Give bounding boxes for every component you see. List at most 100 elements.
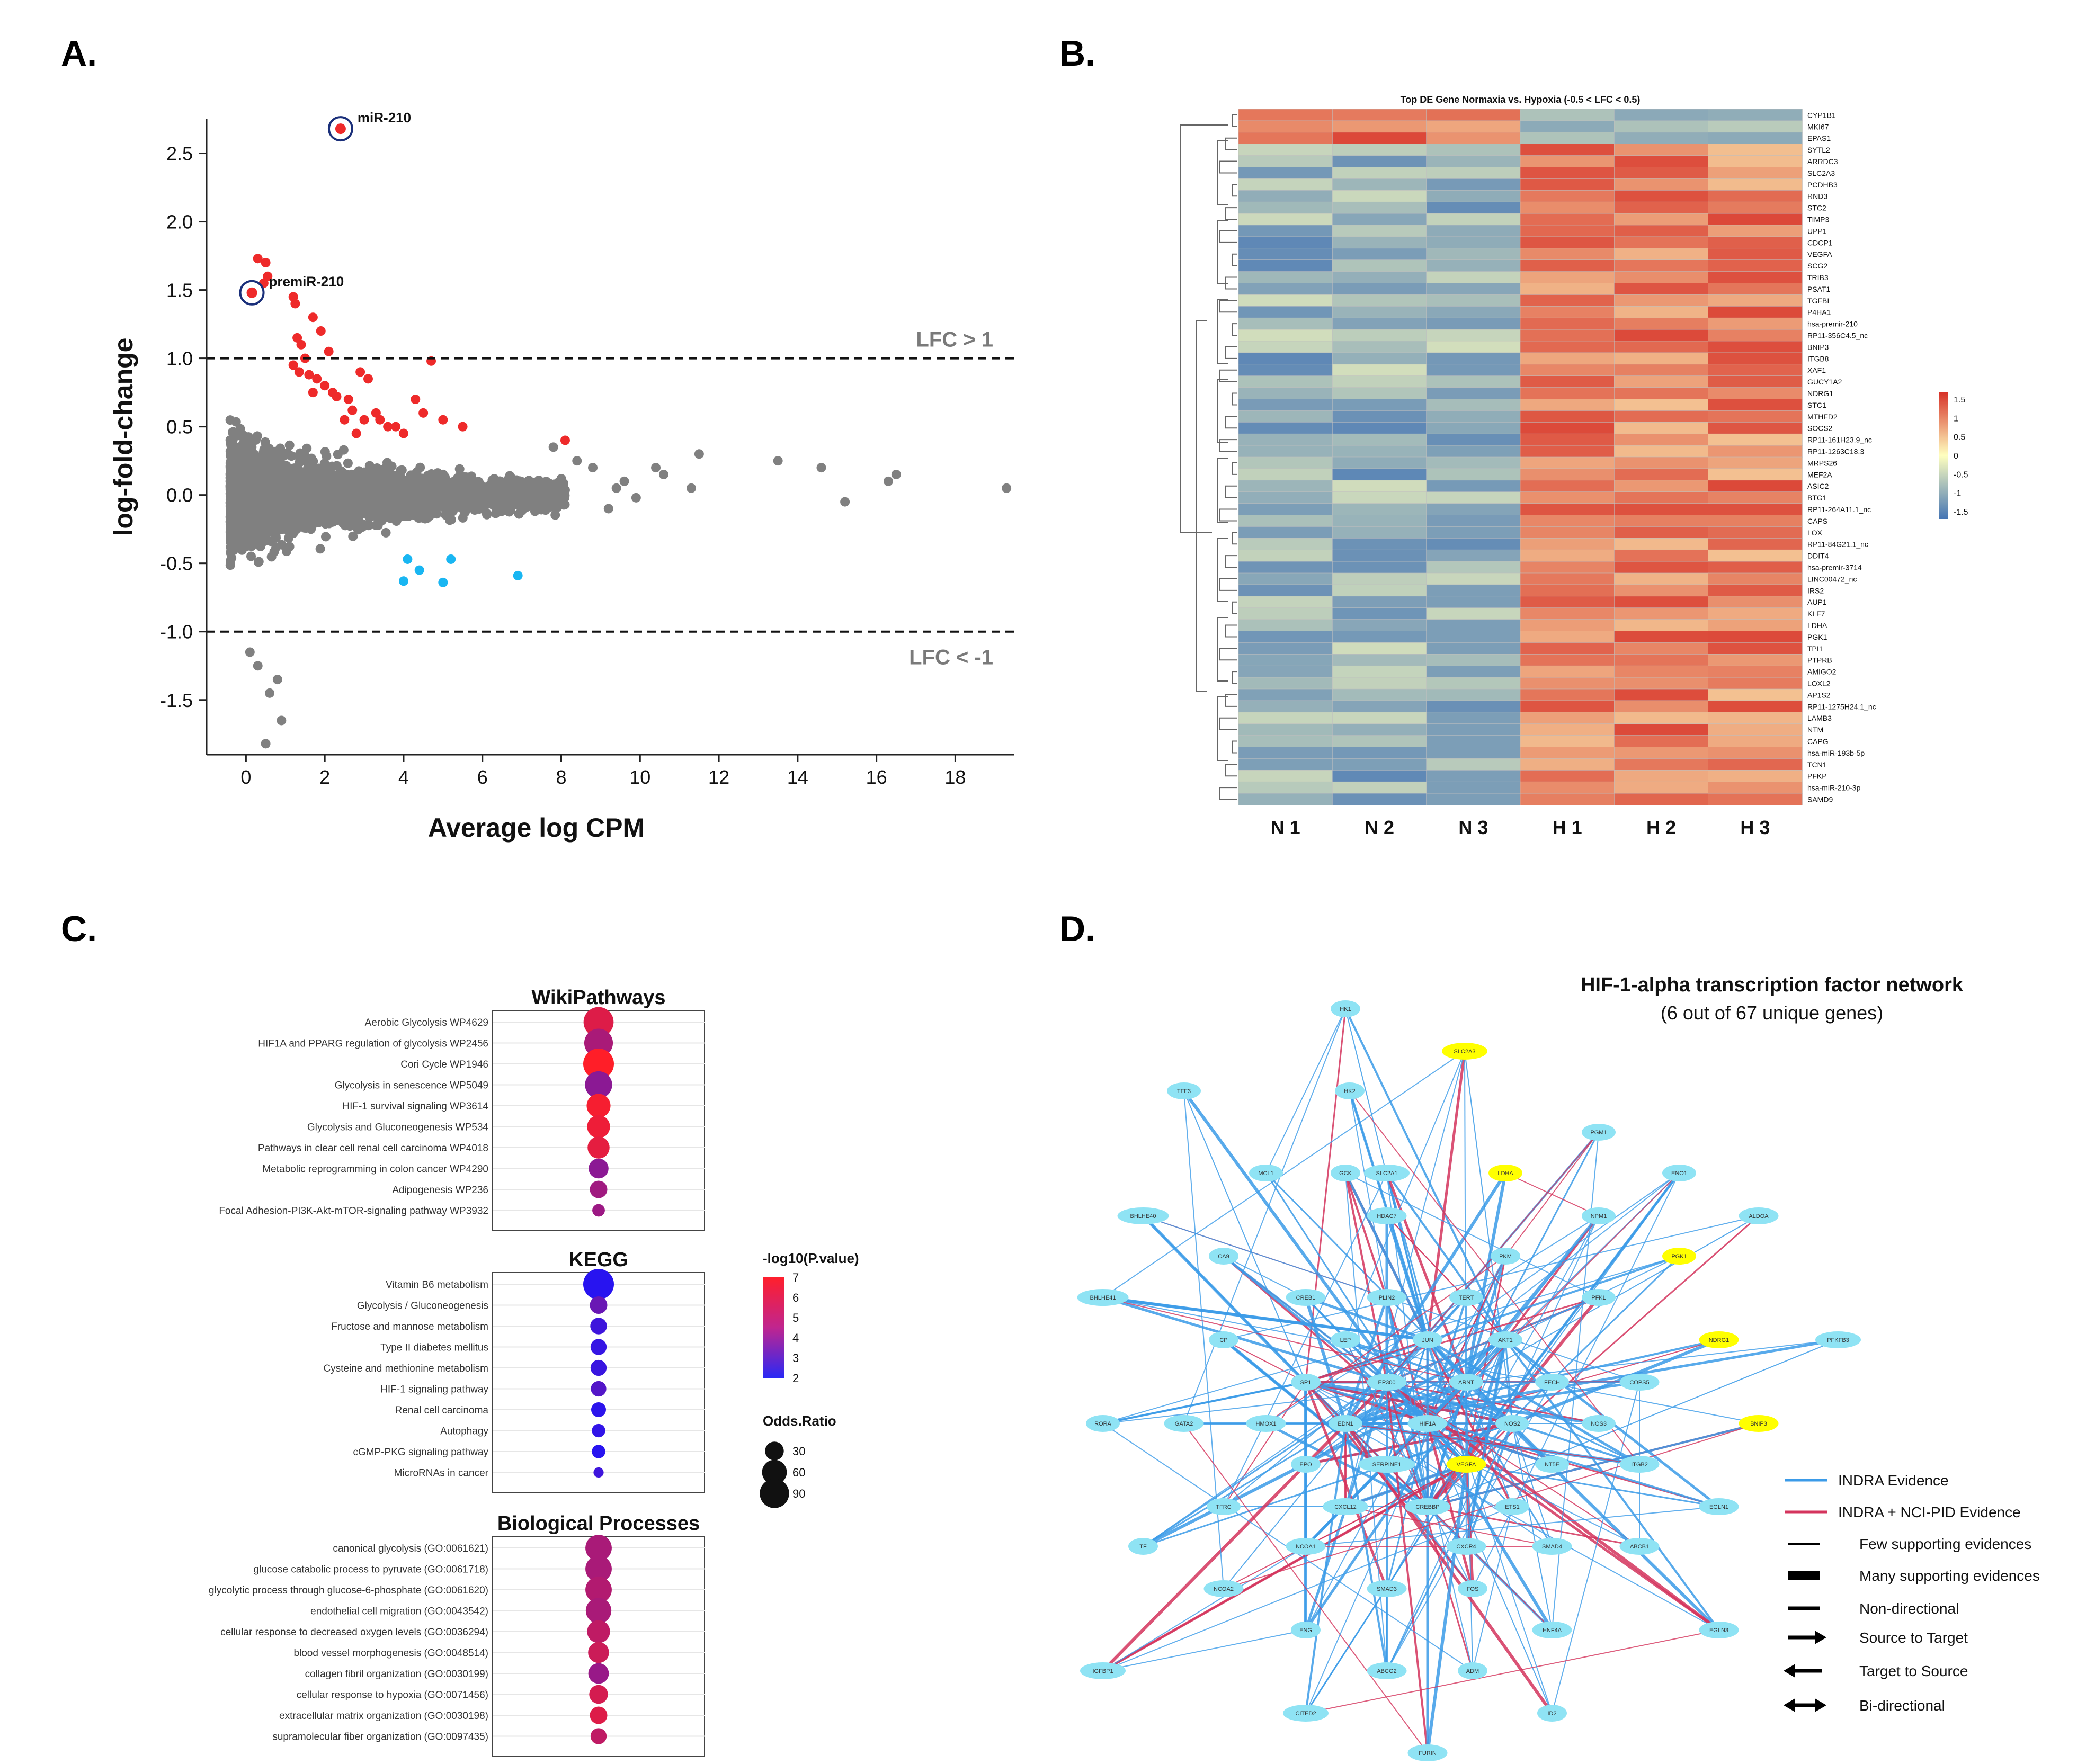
heatmap-cell bbox=[1614, 456, 1709, 469]
network-edge bbox=[1345, 1051, 1465, 1340]
grey-point bbox=[237, 468, 247, 478]
heatmap-cell bbox=[1708, 688, 1803, 701]
grey-point bbox=[236, 477, 246, 487]
dendrogram-branch bbox=[1219, 508, 1237, 522]
grey-point bbox=[258, 530, 269, 540]
enrichment-dot bbox=[583, 1049, 614, 1079]
network-node-label: SMAD3 bbox=[1377, 1586, 1397, 1592]
grey-point bbox=[269, 463, 279, 473]
heatmap-row-label: CAPG bbox=[1807, 737, 1829, 746]
heatmap-cell bbox=[1238, 387, 1333, 400]
heatmap-cell bbox=[1708, 178, 1803, 191]
heatmap-row-label: KLF7 bbox=[1807, 610, 1825, 618]
network-node bbox=[1446, 1456, 1486, 1473]
enrichment-dot bbox=[591, 1402, 606, 1417]
heatmap-cell bbox=[1238, 225, 1333, 237]
network-edge bbox=[1223, 1339, 1306, 1383]
enrichment-term-label: Pathways in clear cell renal cell carcin… bbox=[258, 1143, 488, 1154]
heatmap-row-label: TCN1 bbox=[1807, 760, 1827, 769]
network-node bbox=[1537, 1705, 1567, 1722]
enrichment-dot bbox=[586, 1094, 611, 1118]
enrichment-term-label: HIF-1 signaling pathway bbox=[380, 1384, 488, 1395]
heatmap-cell bbox=[1238, 283, 1333, 296]
up-point bbox=[391, 422, 401, 432]
heatmap-cell bbox=[1238, 120, 1333, 133]
network-node-label: ETS1 bbox=[1505, 1504, 1520, 1510]
heatmap-cell bbox=[1238, 410, 1333, 423]
grey-point bbox=[265, 456, 275, 466]
network-node-label: ABCG2 bbox=[1377, 1668, 1396, 1675]
heatmap-row-label: ITGB8 bbox=[1807, 354, 1829, 363]
network-node-label: PLIN2 bbox=[1379, 1295, 1395, 1301]
heatmap-cell bbox=[1708, 201, 1803, 214]
network-node bbox=[1283, 1705, 1329, 1722]
heatmap-cell bbox=[1238, 747, 1333, 759]
heatmap-cell bbox=[1520, 352, 1615, 365]
network-node-label: SMAD4 bbox=[1542, 1544, 1562, 1550]
heatmap-row-label: LINC00472_nc bbox=[1807, 575, 1857, 583]
ma-plot: miR-210 premiR-210 LFC > 1 LFC < -1 0 2 4 6 8 10 1… bbox=[109, 110, 1014, 843]
grey-point bbox=[254, 539, 264, 549]
heatmap-cell bbox=[1238, 329, 1333, 342]
up-point bbox=[363, 374, 373, 384]
network-node bbox=[1367, 1374, 1407, 1391]
grey-point bbox=[265, 508, 275, 518]
dendrogram-branch bbox=[1225, 624, 1237, 638]
grey-point bbox=[483, 498, 493, 508]
up-point bbox=[458, 422, 468, 432]
heatmap-cell bbox=[1708, 364, 1803, 377]
network-node bbox=[1407, 1744, 1448, 1761]
heatmap-cell bbox=[1520, 213, 1615, 226]
grey-point bbox=[275, 487, 285, 497]
grey-point bbox=[227, 540, 237, 550]
panel-label-b: B. bbox=[1059, 33, 1095, 74]
grey-point bbox=[385, 470, 395, 480]
network-edge bbox=[1305, 1464, 1467, 1547]
network-node bbox=[1699, 1331, 1739, 1348]
y-tick-label: 2.5 bbox=[166, 143, 193, 165]
annotation-circle bbox=[327, 116, 353, 142]
heatmap-legend-tick: 1 bbox=[1954, 414, 1958, 423]
heatmap-cell bbox=[1708, 341, 1803, 353]
network-node-label: TF bbox=[1139, 1544, 1147, 1550]
heatmap-cell bbox=[1520, 480, 1615, 493]
network-edge bbox=[1304, 1297, 1347, 1424]
heatmap-cell bbox=[1520, 642, 1615, 655]
network-node bbox=[1291, 1374, 1321, 1391]
up-point bbox=[340, 415, 350, 425]
network-node-label: ADM bbox=[1466, 1668, 1479, 1675]
heatmap-cell bbox=[1708, 538, 1803, 550]
grey-point bbox=[417, 513, 427, 523]
grey-point bbox=[272, 675, 282, 685]
network-edge bbox=[1386, 1297, 1473, 1671]
up-point bbox=[258, 278, 269, 288]
heatmap-cell bbox=[1520, 723, 1615, 736]
heatmap-row-label: PCDHB3 bbox=[1807, 181, 1838, 189]
heatmap-cell bbox=[1708, 735, 1803, 748]
network-node bbox=[1323, 1498, 1368, 1515]
legend-s2t-head bbox=[1815, 1631, 1826, 1644]
heatmap-cell bbox=[1426, 433, 1521, 446]
grey-point bbox=[396, 465, 406, 476]
grey-point bbox=[295, 448, 305, 458]
heatmap-cell bbox=[1520, 433, 1615, 446]
grey-point bbox=[385, 494, 395, 504]
heatmap-cell bbox=[1238, 665, 1333, 678]
heatmap-cell bbox=[1614, 758, 1709, 771]
heatmap-row-label: ASIC2 bbox=[1807, 482, 1829, 490]
network-node bbox=[1164, 1415, 1204, 1432]
grey-point bbox=[240, 445, 250, 455]
dendrogram-branch bbox=[1232, 740, 1237, 754]
heatmap-cell bbox=[1708, 480, 1803, 493]
down-point bbox=[403, 554, 413, 564]
enrichment-group-title: WikiPathways bbox=[531, 987, 665, 1009]
network-node-label: FURIN bbox=[1419, 1750, 1437, 1757]
hif1a-network: HIF-1-alpha transcription factor network… bbox=[1077, 974, 2040, 1761]
grey-point bbox=[444, 508, 454, 518]
network-node bbox=[1662, 1248, 1696, 1265]
grey-point bbox=[658, 469, 668, 479]
network-node-label: ID2 bbox=[1547, 1711, 1556, 1717]
legend-bidir-head bbox=[1784, 1698, 1795, 1712]
heatmap-row-label: UPP1 bbox=[1807, 227, 1827, 235]
network-node bbox=[1619, 1538, 1660, 1555]
